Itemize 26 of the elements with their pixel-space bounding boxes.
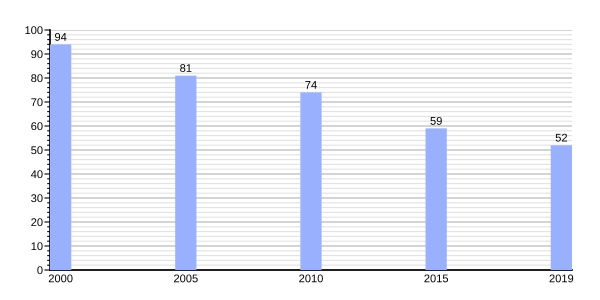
data-label: 59 [430,116,442,125]
y-tick-label: 0 [37,266,43,274]
x-tick-label: 2015 [424,274,448,282]
x-tick-label: 2010 [299,274,323,282]
y-tick-label: 40 [30,170,43,178]
bar [300,92,322,270]
data-label: 94 [54,32,66,41]
y-tick-label: 70 [31,98,43,106]
bar [550,145,572,270]
y-tick-label: 20 [31,218,43,226]
x-tick-label: 2019 [550,274,574,282]
y-tick-label: 30 [31,194,43,202]
x-tick-label: 2005 [174,274,198,282]
data-label: 52 [556,134,567,142]
y-tick-label: 100 [25,26,43,34]
x-tick-label: 2000 [48,274,73,282]
y-tick-label: 60 [31,122,43,130]
data-label: 74 [305,81,317,89]
bar [175,76,196,270]
y-tick-label: 50 [31,146,43,154]
y-tick-label: 80 [31,74,43,82]
bar [426,128,447,270]
bar [50,44,72,270]
y-tick-label: 90 [31,50,43,58]
y-tick-label: 10 [32,242,43,250]
data-label: 81 [180,64,192,72]
